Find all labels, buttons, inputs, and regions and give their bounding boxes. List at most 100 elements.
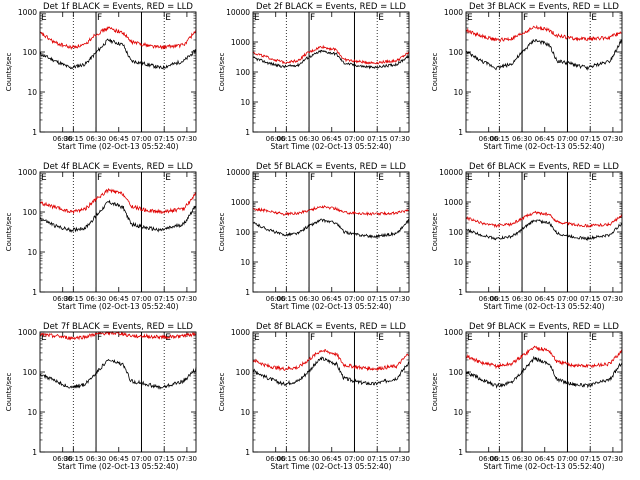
marker-letter: E bbox=[41, 333, 47, 343]
events-series-line bbox=[39, 38, 197, 70]
marker-letter: F bbox=[97, 13, 102, 23]
detector-plot-2: Det 2f BLACK = Events, RED = LLD Counts/s… bbox=[218, 2, 410, 151]
x-tick-label: 07:15 bbox=[580, 455, 600, 463]
marker-letter: E bbox=[165, 13, 171, 23]
lld-series-line bbox=[465, 24, 623, 43]
plot-frame bbox=[465, 331, 623, 453]
y-tick-label: 10000 bbox=[226, 168, 250, 177]
x-tick-label: 06:45 bbox=[535, 455, 555, 463]
x-tick-label: 06:15 bbox=[276, 295, 296, 303]
x-tick-label: 07:00 bbox=[131, 135, 151, 143]
lld-series-line bbox=[465, 210, 623, 229]
y-tick-label: 1000 bbox=[231, 198, 250, 207]
plot-frame bbox=[39, 331, 197, 453]
y-tick-label: 100 bbox=[23, 48, 38, 57]
y-tick-label: 10 bbox=[240, 408, 250, 417]
events-series-line bbox=[39, 199, 197, 233]
detector-plot-4: Det 4f BLACK = Events, RED = LLD Counts/s… bbox=[5, 162, 197, 311]
x-tick-label: 06:15 bbox=[489, 295, 509, 303]
y-tick-label: 1 bbox=[458, 448, 463, 457]
x-tick-label: 07:00 bbox=[557, 455, 577, 463]
x-tick-label: 07:00 bbox=[344, 135, 364, 143]
detector-plot-1: Det 1f BLACK = Events, RED = LLD Counts/s… bbox=[5, 2, 197, 151]
x-tick-label: 06:30 bbox=[512, 455, 532, 463]
x-tick-label: 06:45 bbox=[109, 455, 129, 463]
x-tick-label: 06:00 bbox=[479, 295, 499, 303]
x-tick-label: 07:00 bbox=[131, 295, 151, 303]
plot-frame bbox=[252, 331, 410, 453]
x-tick-label: 06:45 bbox=[109, 295, 129, 303]
x-tick-label: 07:00 bbox=[344, 455, 364, 463]
detector-plot-9: Det 9f BLACK = Events, RED = LLD Counts/s… bbox=[431, 322, 623, 471]
marker-letter: E bbox=[254, 13, 260, 23]
lld-series-line bbox=[39, 188, 197, 215]
detector-plot-5: Det 5f BLACK = Events, RED = LLD Counts/s… bbox=[218, 162, 410, 311]
y-tick-label: 1 bbox=[32, 288, 37, 297]
x-axis-label: Start Time (02-Oct-13 05:52:40) bbox=[483, 302, 604, 311]
y-axis-label: Counts/sec bbox=[5, 213, 13, 252]
x-tick-label: 07:15 bbox=[580, 135, 600, 143]
x-tick-label: 07:30 bbox=[390, 295, 410, 303]
x-tick-label: 06:30 bbox=[299, 135, 319, 143]
y-tick-label: 1000 bbox=[231, 328, 250, 337]
x-tick-label: 06:30 bbox=[53, 295, 73, 303]
x-tick-label: 06:00 bbox=[266, 135, 286, 143]
y-tick-label: 10 bbox=[453, 408, 463, 417]
marker-letter: F bbox=[523, 333, 528, 343]
detector-plot-7: Det 7f BLACK = Events, RED = LLD Counts/s… bbox=[5, 322, 197, 471]
marker-letter: E bbox=[165, 173, 171, 183]
marker-letter: F bbox=[310, 173, 315, 183]
plot-frame bbox=[39, 11, 197, 133]
events-series-line bbox=[39, 358, 197, 390]
x-tick-label: 06:45 bbox=[322, 295, 342, 303]
x-tick-label: 06:15 bbox=[63, 135, 83, 143]
plot-frame bbox=[252, 171, 410, 293]
marker-letter: F bbox=[523, 13, 528, 23]
marker-letter: F bbox=[97, 173, 102, 183]
x-axis-label: Start Time (02-Oct-13 05:52:40) bbox=[270, 302, 391, 311]
lld-series-line bbox=[39, 26, 197, 51]
x-tick-label: 06:30 bbox=[53, 135, 73, 143]
y-tick-label: 10 bbox=[27, 408, 37, 417]
marker-letter: E bbox=[467, 333, 473, 343]
x-tick-label: 06:15 bbox=[276, 455, 296, 463]
y-tick-label: 1 bbox=[458, 128, 463, 137]
plot-title: Det 2f BLACK = Events, RED = LLD bbox=[256, 2, 406, 12]
x-tick-label: 07:00 bbox=[557, 135, 577, 143]
x-tick-label: 07:30 bbox=[390, 455, 410, 463]
plot-title: Det 6f BLACK = Events, RED = LLD bbox=[469, 162, 619, 172]
x-tick-label: 06:45 bbox=[322, 135, 342, 143]
x-tick-label: 06:30 bbox=[512, 295, 532, 303]
x-tick-label: 06:15 bbox=[63, 295, 83, 303]
y-tick-label: 100 bbox=[449, 48, 464, 57]
lld-series-line bbox=[39, 330, 197, 341]
y-tick-label: 1 bbox=[458, 288, 463, 297]
y-tick-label: 10 bbox=[453, 88, 463, 97]
x-tick-label: 06:45 bbox=[322, 455, 342, 463]
x-tick-label: 07:30 bbox=[177, 455, 197, 463]
plot-frame bbox=[465, 11, 623, 133]
x-tick-label: 07:30 bbox=[177, 135, 197, 143]
marker-letter: E bbox=[41, 173, 47, 183]
x-tick-label: 06:00 bbox=[479, 455, 499, 463]
x-tick-label: 07:30 bbox=[177, 295, 197, 303]
plot-title: Det 5f BLACK = Events, RED = LLD bbox=[256, 162, 406, 172]
x-tick-label: 06:45 bbox=[535, 295, 555, 303]
y-tick-label: 100 bbox=[236, 228, 251, 237]
y-tick-label: 1000 bbox=[444, 198, 463, 207]
x-tick-label: 06:30 bbox=[299, 455, 319, 463]
x-tick-label: 06:30 bbox=[512, 135, 532, 143]
y-axis-label: Counts/sec bbox=[431, 53, 439, 92]
x-axis-label: Start Time (02-Oct-13 05:52:40) bbox=[57, 302, 178, 311]
marker-letter: E bbox=[254, 173, 260, 183]
marker-letter: F bbox=[310, 13, 315, 23]
marker-letter: F bbox=[523, 173, 528, 183]
y-axis-label: Counts/sec bbox=[218, 213, 226, 252]
plot-title: Det 1f BLACK = Events, RED = LLD bbox=[43, 2, 193, 12]
x-axis-label: Start Time (02-Oct-13 05:52:40) bbox=[483, 462, 604, 471]
x-axis-label: Start Time (02-Oct-13 05:52:40) bbox=[270, 142, 391, 151]
x-tick-label: 06:00 bbox=[266, 455, 286, 463]
plot-title: Det 9f BLACK = Events, RED = LLD bbox=[469, 322, 619, 332]
y-tick-label: 1000 bbox=[18, 168, 37, 177]
